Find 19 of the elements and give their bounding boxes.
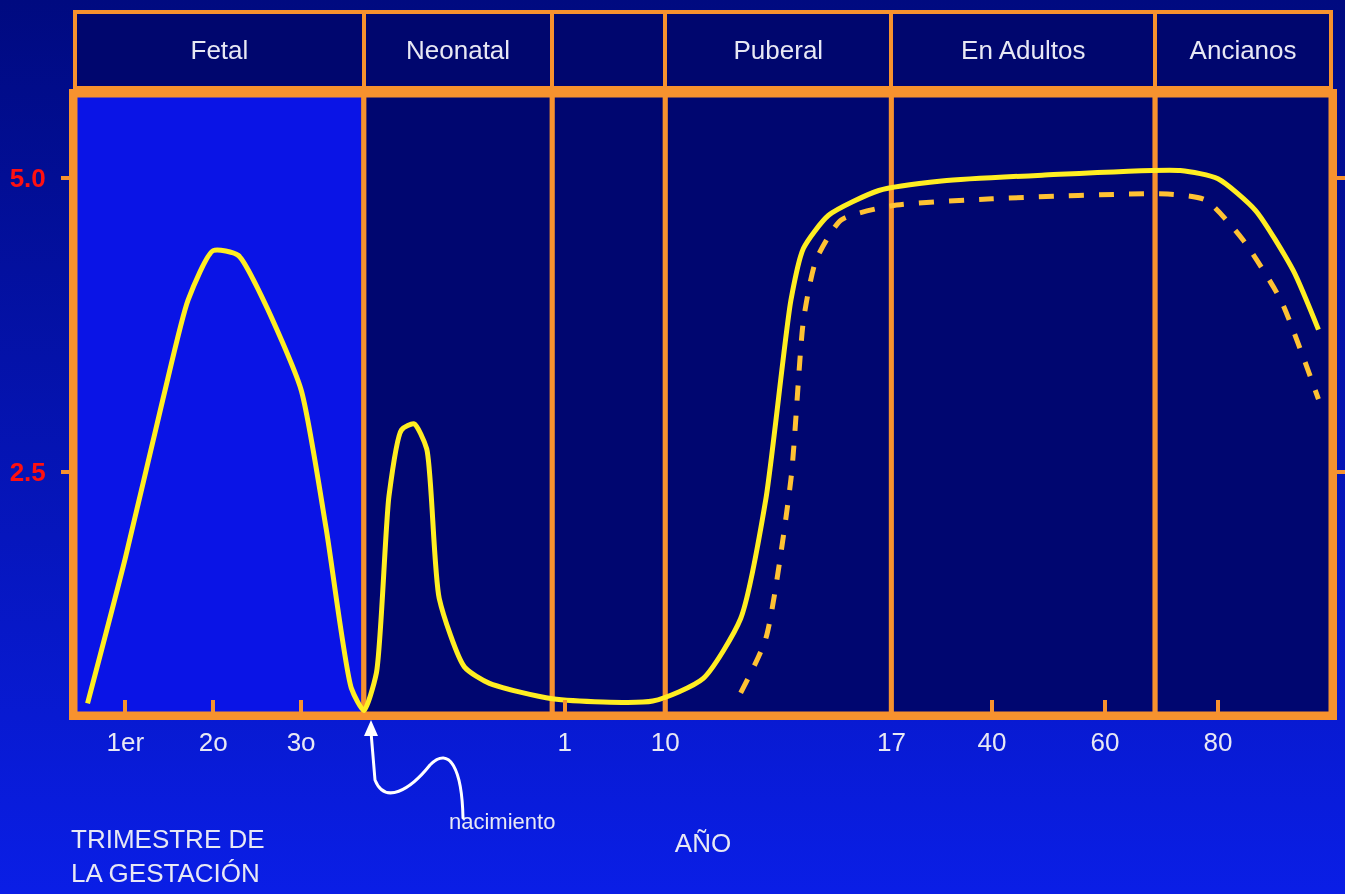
x-tick-label: 80 [1203,727,1233,758]
x-axis-title: AÑO [674,828,732,859]
x-tick-label: 17 [876,727,906,758]
text: TRIMESTRE DE LA GESTACIÓN [71,824,265,888]
y-tick-label: 5.0 [9,162,46,193]
y-tick-label: 2.5 [9,457,46,488]
x-tick-label: 2o [198,727,228,758]
text: En Adultos [889,10,1158,90]
x-tick-label: 10 [650,727,680,758]
text: Ancianos [1153,10,1333,90]
x-tick-label: 60 [1090,727,1120,758]
text: nacimiento [449,809,556,834]
x-tick-label: 3o [286,727,316,758]
x-tick-label: 1er [106,727,145,758]
x-tick-label: 1 [557,727,573,758]
text: Puberal [663,10,894,90]
x-tick-label: 40 [977,727,1007,758]
text: Neonatal [361,10,555,90]
text: Fetal [73,10,366,90]
